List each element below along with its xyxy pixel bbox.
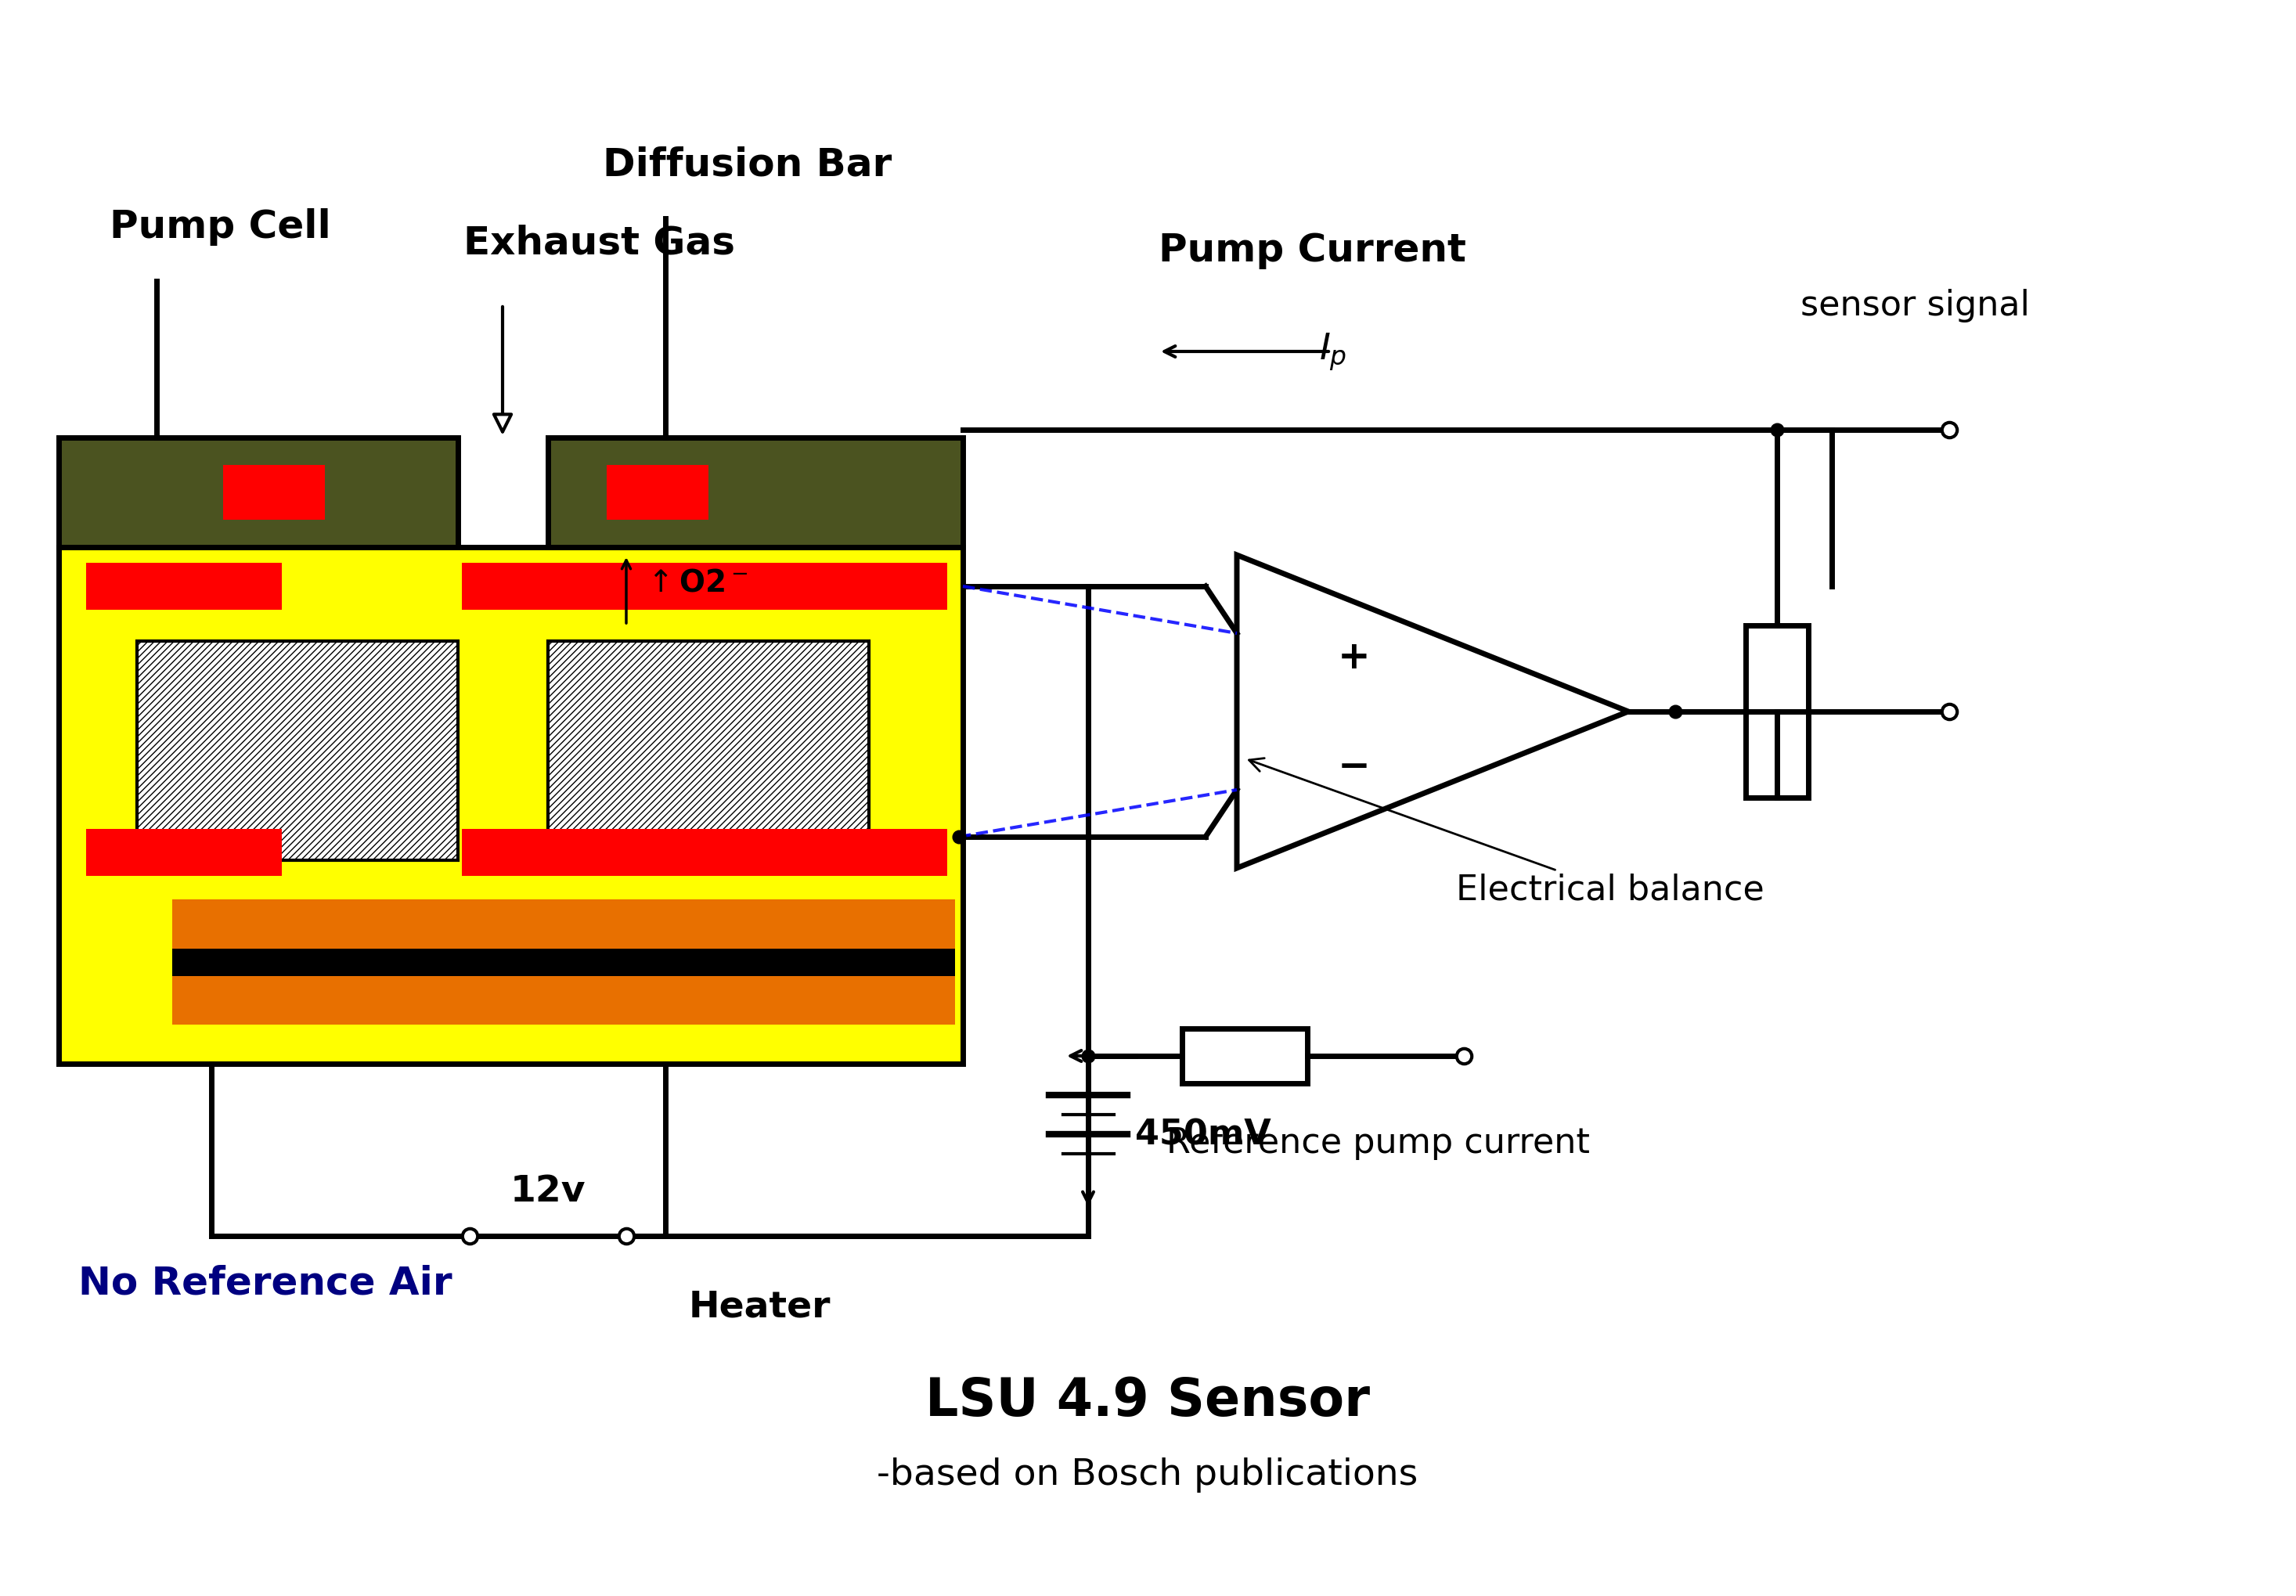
Text: Reference pump current: Reference pump current: [1166, 1125, 1589, 1159]
Text: $\uparrow$O2$^-$: $\uparrow$O2$^-$: [643, 568, 748, 598]
Bar: [1745, 626, 1809, 798]
Bar: [172, 900, 955, 1025]
Text: Diffusion Bar: Diffusion Bar: [604, 145, 891, 184]
Text: 450mV: 450mV: [1134, 1117, 1272, 1151]
Polygon shape: [1238, 555, 1628, 868]
Bar: [549, 439, 962, 547]
Text: Electrical balance: Electrical balance: [1249, 758, 1763, 907]
Text: Exhaust Gas: Exhaust Gas: [464, 223, 735, 262]
Text: sensor signal: sensor signal: [1800, 289, 2030, 322]
Bar: [461, 830, 948, 876]
Text: 12v: 12v: [510, 1173, 585, 1208]
Text: +: +: [1339, 638, 1371, 677]
Text: Pump Current: Pump Current: [1159, 231, 1467, 270]
Bar: [1182, 1029, 1306, 1084]
Text: Heater: Heater: [689, 1290, 831, 1325]
Text: -based on Bosch publications: -based on Bosch publications: [877, 1457, 1419, 1492]
Bar: [172, 948, 955, 977]
Bar: [87, 830, 282, 876]
Bar: [606, 466, 709, 520]
Bar: [60, 439, 457, 547]
Bar: [87, 563, 282, 610]
Text: $I_p$: $I_p$: [1306, 332, 1348, 372]
Bar: [549, 642, 868, 860]
Bar: [461, 563, 948, 610]
Text: Pump Cell: Pump Cell: [110, 207, 331, 246]
Text: −: −: [1339, 749, 1371, 785]
Bar: [60, 547, 962, 1065]
Text: LSU 4.9 Sensor: LSU 4.9 Sensor: [925, 1374, 1371, 1427]
Text: No Reference Air: No Reference Air: [78, 1264, 452, 1302]
Bar: [138, 642, 457, 860]
Bar: [223, 466, 324, 520]
